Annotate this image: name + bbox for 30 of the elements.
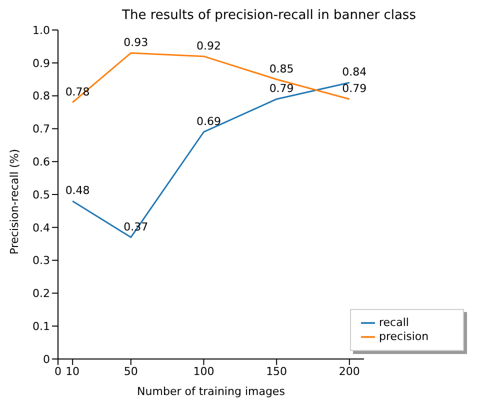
x-tick-label: 200 (338, 364, 360, 378)
x-tick-label: 10 (66, 364, 80, 378)
y-tick-label: 0.6 (32, 156, 50, 169)
data-label: 0.79 (269, 82, 294, 96)
y-tick-label: 0.4 (32, 221, 50, 234)
y-tick-label: 0 (43, 352, 50, 366)
legend-label: recall (379, 316, 409, 330)
y-tick-label: 0.2 (32, 287, 50, 300)
x-tick-label: 150 (266, 364, 288, 378)
y-tick-label: 0.5 (32, 188, 50, 202)
legend-label: precision (379, 330, 429, 344)
x-tick-label: 50 (124, 364, 138, 378)
data-label: 0.48 (65, 184, 90, 198)
y-tick-label: 0.7 (32, 122, 50, 136)
y-tick-label: 0.3 (32, 254, 50, 268)
data-label: 0.69 (196, 114, 221, 128)
data-label: 0.79 (342, 82, 367, 96)
data-label: 0.93 (124, 36, 148, 50)
chart-title: The results of precision-recall in banner class (121, 8, 417, 25)
y-tick-label: 0.1 (32, 320, 50, 334)
x-tick-label: 0 (54, 364, 62, 378)
y-axis-title: Precision-recall (%) (8, 148, 21, 254)
data-label: 0.85 (269, 62, 294, 76)
y-tick-label: 0.9 (32, 56, 50, 70)
data-label: 0.92 (196, 39, 221, 52)
y-tick-label: 0.8 (32, 90, 50, 103)
x-axis-title: Number of training images (137, 385, 286, 398)
x-tick-label: 100 (193, 364, 214, 378)
data-label: 0.84 (342, 66, 367, 79)
y-tick-label: 1.0 (32, 24, 50, 37)
